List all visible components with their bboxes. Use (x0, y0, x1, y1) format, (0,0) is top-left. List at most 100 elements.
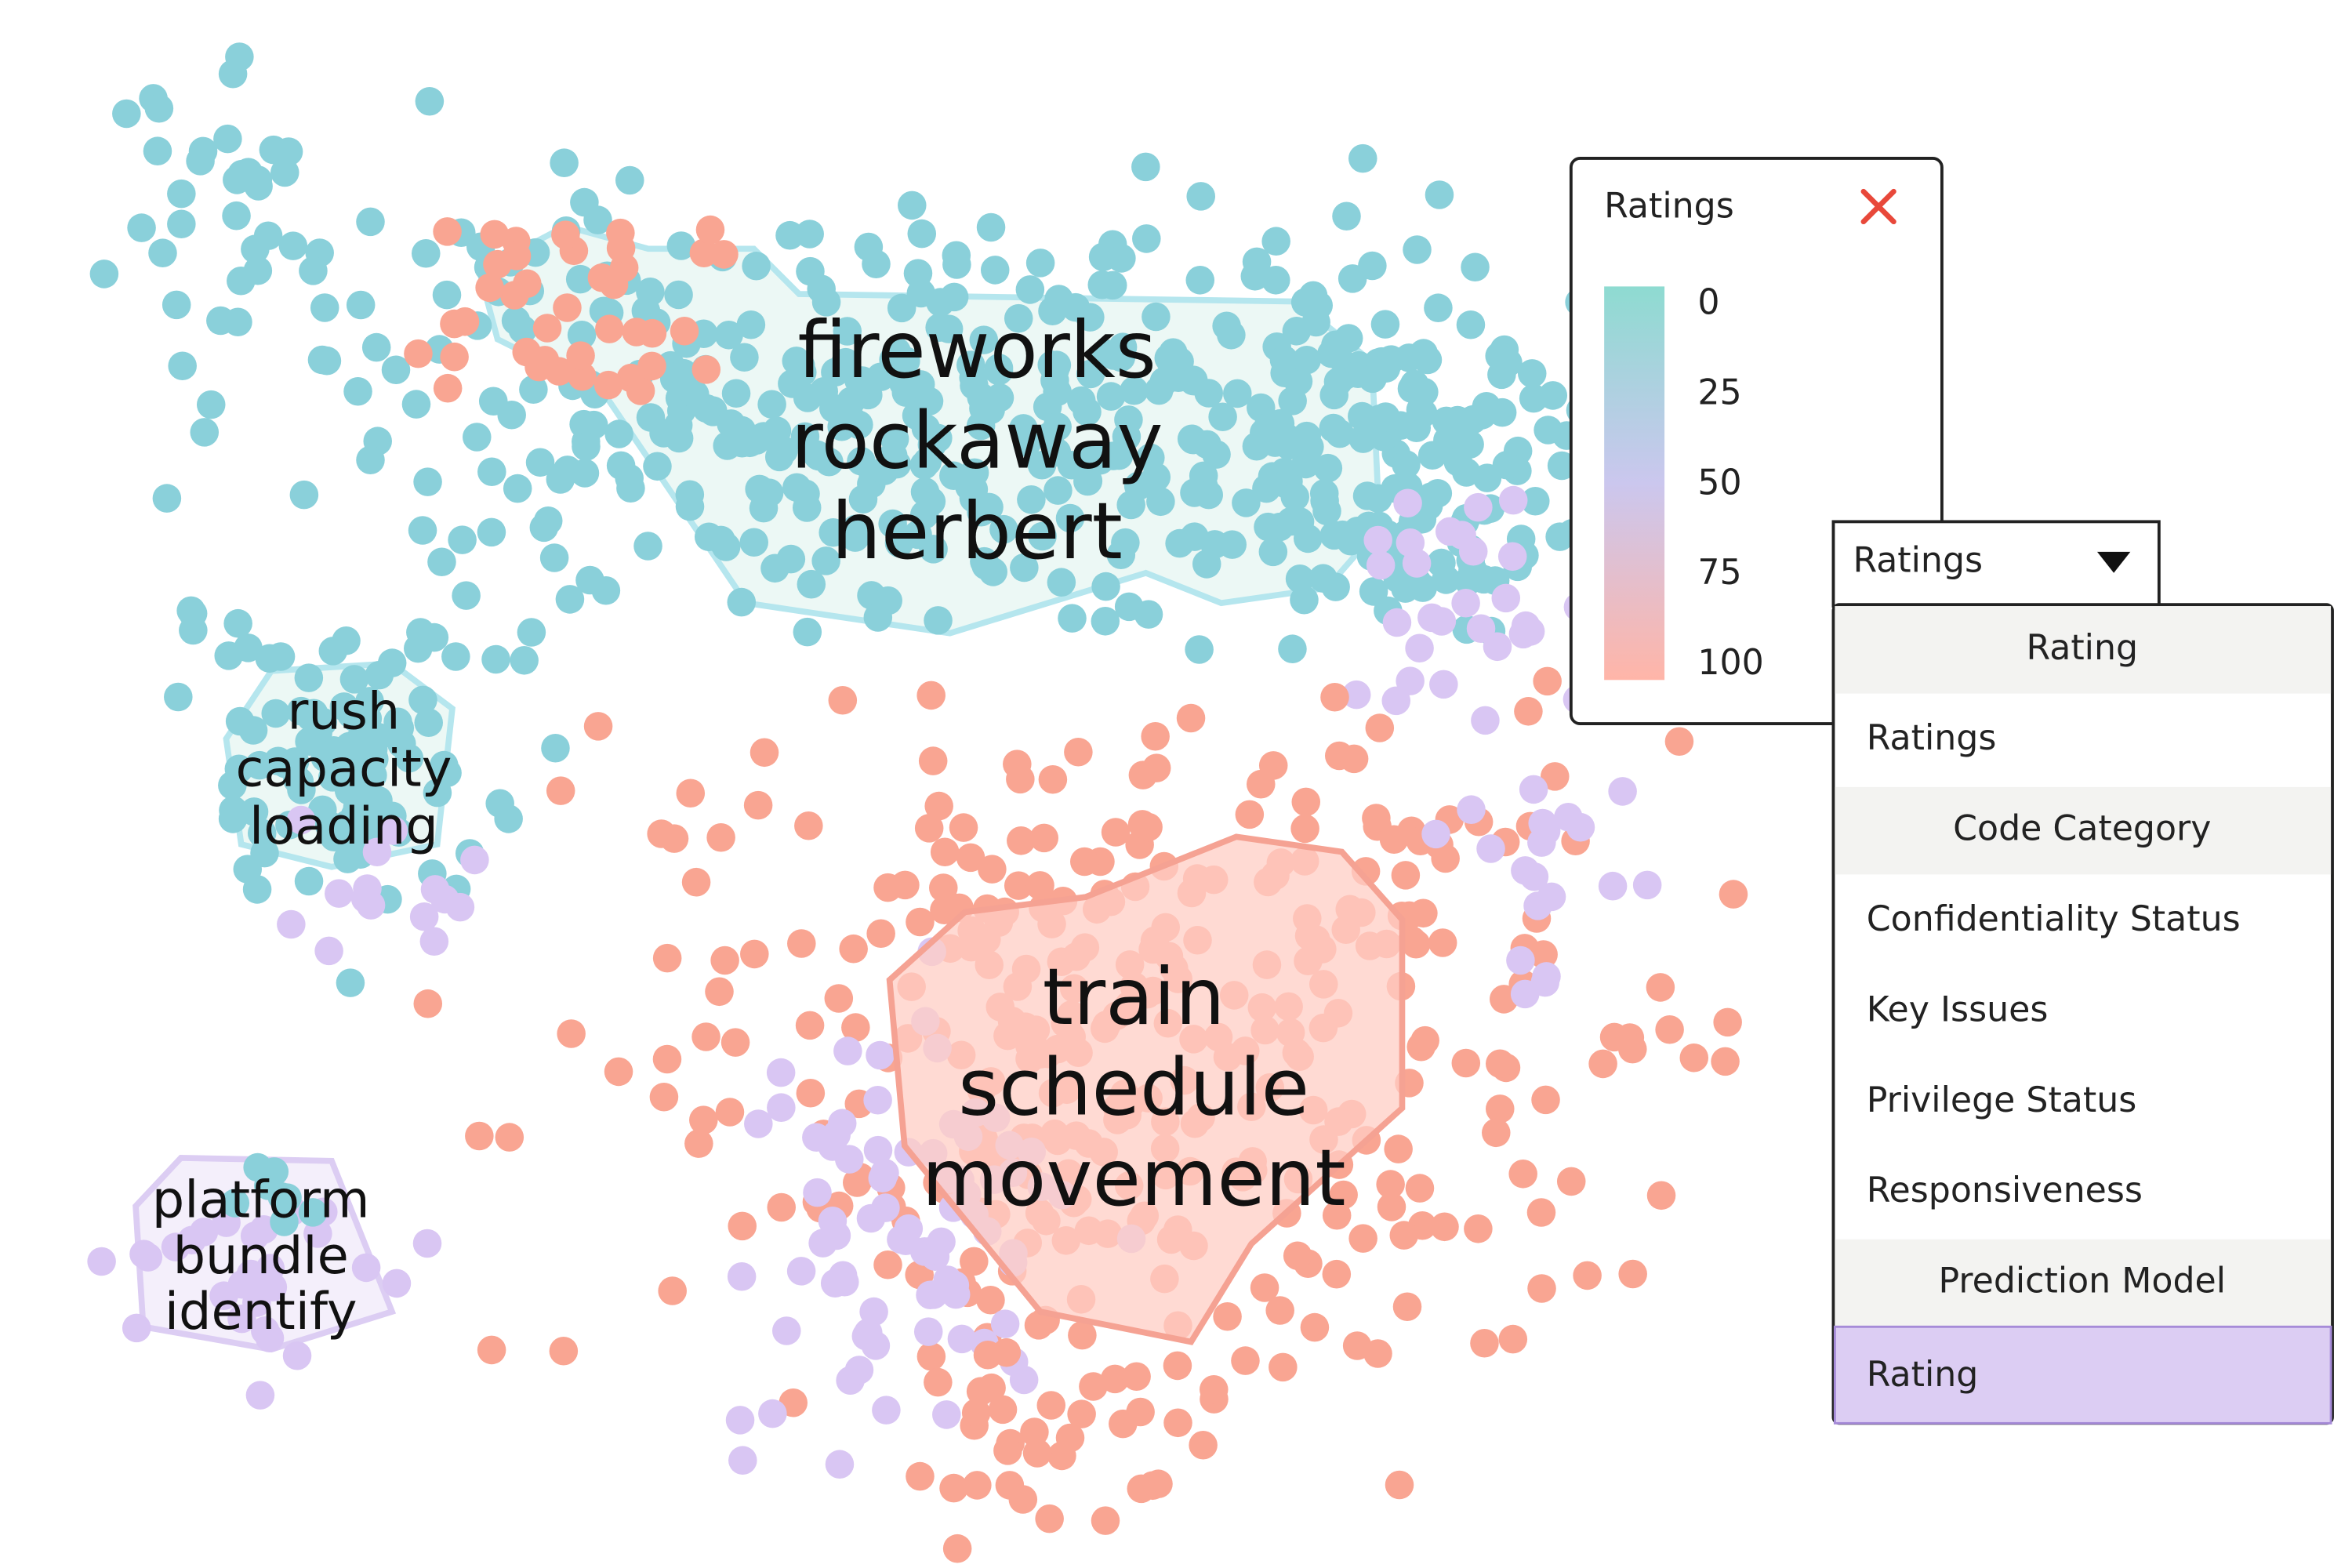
menu-group-header-bg (1835, 606, 2332, 694)
document-dot (361, 332, 391, 362)
document-dot (1483, 632, 1512, 662)
document-dot (591, 576, 621, 605)
menu-group-header-bg (1835, 786, 2332, 875)
document-dot (167, 209, 196, 239)
document-dot (1280, 482, 1309, 511)
document-dot (477, 1335, 506, 1365)
document-dot (1278, 634, 1307, 663)
document-dot (1403, 235, 1432, 264)
menu-option[interactable]: Key Issues (1867, 989, 2049, 1029)
document-dot (1070, 847, 1099, 877)
document-dot (1511, 856, 1540, 885)
document-dot (1096, 382, 1126, 411)
document-dot (189, 1218, 219, 1247)
document-dot (550, 148, 579, 177)
document-dot (524, 352, 554, 382)
document-dot (1179, 366, 1208, 396)
document-dot (133, 1243, 163, 1272)
document-dot (1250, 1273, 1279, 1302)
document-dot (1618, 1259, 1647, 1289)
dropdown-arrow (2097, 551, 2131, 573)
dropdown-button[interactable] (1831, 520, 2161, 608)
document-dot (1519, 383, 1548, 413)
document-dot (298, 1198, 328, 1227)
document-dot (307, 345, 337, 375)
document-dot (1447, 521, 1476, 550)
document-dot (1362, 804, 1391, 833)
document-dot (1186, 182, 1215, 211)
document-dot (579, 410, 608, 440)
document-dot (413, 989, 443, 1018)
menu-option[interactable]: Ratings (1867, 718, 1997, 758)
document-dot (966, 1377, 996, 1406)
document-dot (689, 1105, 718, 1134)
document-dot (143, 136, 172, 165)
document-dot (1405, 633, 1434, 662)
document-dot (760, 554, 789, 583)
document-dot (1100, 1364, 1130, 1394)
document-dot (1554, 803, 1583, 832)
document-dot (606, 234, 636, 263)
document-dot (691, 1022, 720, 1051)
document-dot (1618, 1034, 1647, 1064)
document-dot (1192, 550, 1221, 579)
document-dot (1200, 1375, 1229, 1404)
document-dot (593, 370, 623, 400)
document-dot (889, 368, 918, 397)
document-dot (1655, 1015, 1684, 1044)
cluster-label: rush (288, 682, 401, 742)
document-dot (1491, 583, 1521, 613)
document-dot (254, 1171, 283, 1200)
document-dot (1359, 577, 1388, 606)
document-dot (412, 1229, 442, 1258)
document-dot (1396, 666, 1425, 695)
document-dot (225, 706, 255, 736)
document-dot (984, 354, 1014, 383)
cluster-label: herbert (831, 485, 1122, 577)
document-dot (1291, 787, 1321, 817)
menu-option[interactable]: Privilege Status (1867, 1080, 2137, 1120)
document-dot (1429, 670, 1458, 699)
document-dot (430, 750, 459, 780)
document-dot (1528, 808, 1557, 838)
document-dot (976, 212, 1006, 242)
cluster-label: platform (152, 1171, 370, 1230)
document-dot (213, 124, 242, 154)
document-dot (664, 280, 693, 310)
document-dot (1208, 402, 1237, 431)
document-dot (868, 1163, 898, 1192)
document-dot (1134, 600, 1163, 629)
document-dot (1025, 871, 1054, 900)
document-dot (967, 498, 996, 527)
colorbar-tick-label: 100 (1697, 643, 1763, 683)
menu-option[interactable]: Confidentiality Status (1867, 899, 2241, 939)
document-dot (314, 936, 343, 966)
document-dot (1384, 1134, 1413, 1163)
document-dot (546, 776, 575, 805)
document-dot (827, 1109, 857, 1138)
document-dot (916, 1341, 946, 1371)
document-dot (1010, 553, 1039, 583)
document-dot (409, 902, 439, 931)
document-dot (294, 663, 324, 692)
document-dot (1006, 764, 1035, 794)
document-dot (1064, 737, 1093, 767)
menu-option[interactable]: Rating (1867, 1355, 1979, 1395)
document-dot (152, 484, 182, 513)
cluster-label: bundle (173, 1226, 349, 1286)
document-dot (432, 280, 462, 310)
document-dot (1719, 880, 1748, 909)
document-dot (658, 1276, 687, 1305)
document-dot (295, 727, 324, 757)
document-dot (1427, 607, 1457, 636)
menu-option[interactable]: Responsiveness (1867, 1171, 2143, 1210)
document-dot (250, 838, 279, 868)
document-dot (1365, 404, 1395, 434)
document-dot (844, 1356, 874, 1385)
document-dot (1165, 528, 1194, 558)
document-dot (1163, 1351, 1192, 1381)
document-dot (1352, 481, 1382, 510)
document-dot (750, 738, 779, 768)
close-button[interactable] (1860, 188, 1896, 225)
